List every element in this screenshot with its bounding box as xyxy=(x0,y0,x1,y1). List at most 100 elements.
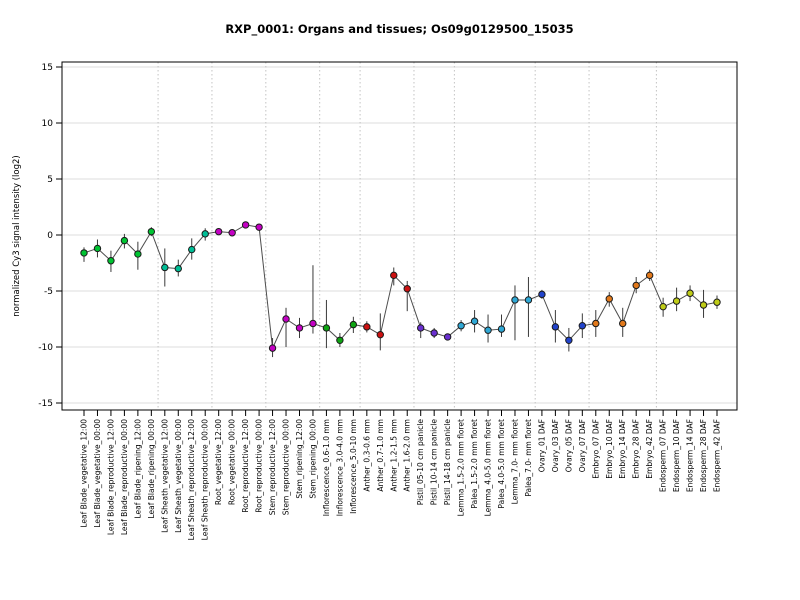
x-category-label: Embryo_28 DAF xyxy=(632,419,641,479)
y-tick-label: 0 xyxy=(47,231,53,241)
data-point xyxy=(605,295,613,303)
data-point xyxy=(80,249,88,257)
data-point xyxy=(93,244,102,253)
data-point xyxy=(470,317,479,325)
data-point xyxy=(228,229,236,237)
data-point xyxy=(538,290,546,299)
data-point xyxy=(632,281,640,290)
data-point xyxy=(309,319,317,328)
x-category-label: Endosperm_28 DAF xyxy=(699,419,708,492)
x-category-label: Leaf Blade_vegetative_12:00 xyxy=(80,419,89,528)
x-category-label: Lemma_1.5-2.0 mm floret xyxy=(457,419,466,516)
x-category-label: Anther_1.6-2.0 mm xyxy=(403,419,412,492)
data-point xyxy=(214,227,223,236)
x-category-label: Anther_0.3-0.6 mm xyxy=(362,419,371,492)
data-point xyxy=(322,324,331,332)
x-category-label: Endosperm_42 DAF xyxy=(713,419,722,492)
plot-frame xyxy=(61,61,738,411)
x-category-label: Embryo_10 DAF xyxy=(605,419,614,479)
data-point xyxy=(201,230,209,238)
data-point xyxy=(457,322,465,330)
data-point xyxy=(578,322,587,330)
data-point xyxy=(484,326,492,334)
data-point xyxy=(295,324,304,332)
x-category-label: Embryo_07 DAF xyxy=(591,419,600,479)
data-point xyxy=(659,302,667,311)
data-point xyxy=(430,329,438,337)
x-category-label: Inflorescence_0.6-1.0 mm xyxy=(322,419,331,516)
data-point xyxy=(699,301,708,309)
data-point xyxy=(390,271,398,280)
x-category-label: Ovary_07 DAF xyxy=(578,419,587,472)
x-category-label: Leaf Blade_vegetative_00:00 xyxy=(93,419,102,528)
data-point xyxy=(241,221,250,229)
x-category-label: Leaf Blade_reproductive_00:00 xyxy=(120,419,129,535)
x-category-label: Root_reproductive_00:00 xyxy=(255,419,264,513)
x-category-label: Root_vegetative_12:00 xyxy=(214,419,223,505)
x-category-label: Lemma_4.0-5.0 mm floret xyxy=(484,419,493,516)
data-point xyxy=(551,323,560,331)
y-tick-label: -10 xyxy=(38,343,53,353)
data-point xyxy=(592,319,600,328)
data-point xyxy=(524,296,533,304)
y-tick-label: 5 xyxy=(47,175,53,185)
y-axis-label: normalized Cy3 signal intensity (log2) xyxy=(12,155,22,317)
x-category-label: Pistil_05-10 cm panicle xyxy=(416,419,425,506)
data-point xyxy=(107,257,115,265)
data-point xyxy=(713,298,721,306)
data-point xyxy=(403,285,411,293)
x-category-label: Endosperm_07 DAF xyxy=(659,419,668,492)
data-point xyxy=(336,336,344,344)
x-category-label: Root_reproductive_12:00 xyxy=(241,419,250,513)
x-category-label: Pistil_14-18 cm panicle xyxy=(443,419,452,506)
x-category-label: Inflorescence_3.0-4.0 mm xyxy=(335,419,344,516)
y-tick-label: 10 xyxy=(42,119,54,129)
x-category-label: Leaf Blade_ripening_12:00 xyxy=(133,419,142,519)
x-category-label: Endosperm_14 DAF xyxy=(686,419,695,492)
data-point xyxy=(686,289,694,297)
x-category-label: Pistil_10-14 cm panicle xyxy=(430,419,439,506)
data-point xyxy=(282,315,290,323)
y-tick-label: -5 xyxy=(44,287,53,297)
x-category-label: Anther_0.7-1.0 mm xyxy=(376,419,385,492)
data-point xyxy=(511,296,519,304)
x-category-label: Leaf Sheath_vegetative_12:00 xyxy=(160,419,169,533)
data-point xyxy=(363,323,371,331)
x-category-label: Leaf Sheath_reproductive_00:00 xyxy=(201,419,210,541)
data-point xyxy=(134,250,142,258)
x-category-label: Embryo_14 DAF xyxy=(618,419,627,479)
y-tick-label: 15 xyxy=(42,63,53,73)
x-category-label: Inflorescence_5.0-10 mm xyxy=(349,419,358,514)
x-category-label: Root_vegetative_00:00 xyxy=(228,419,237,505)
data-point xyxy=(120,236,129,245)
x-category-label: Stem_reproductive_12:00 xyxy=(268,419,277,515)
x-category-label: Embryo_42 DAF xyxy=(645,419,654,479)
data-point xyxy=(376,330,384,339)
x-category-label: Palea_7.0- mm floret xyxy=(524,419,533,497)
x-category-label: Anther_1.2-1.5 mm xyxy=(389,419,398,492)
data-point xyxy=(443,333,452,341)
y-tick-label: -15 xyxy=(38,399,53,409)
data-point xyxy=(147,227,156,236)
data-point xyxy=(255,223,263,231)
x-category-label: Palea_1.5-2.0 mm floret xyxy=(470,419,479,509)
data-point xyxy=(672,297,681,305)
data-point xyxy=(417,324,425,332)
data-point xyxy=(349,320,358,329)
data-point xyxy=(645,271,654,280)
x-category-label: Stem_ripening_12:00 xyxy=(295,419,304,499)
series-line xyxy=(83,224,718,350)
chart-title: RXP_0001: Organs and tissues; Os09g01295… xyxy=(225,22,574,36)
data-point xyxy=(188,245,196,254)
x-category-label: Stem_reproductive_00:00 xyxy=(282,419,291,515)
x-category-label: Stem_ripening_00:00 xyxy=(308,419,317,499)
x-category-label: Endosperm_10 DAF xyxy=(672,419,681,492)
data-point xyxy=(161,263,169,272)
data-point xyxy=(565,336,573,344)
data-point xyxy=(497,325,506,333)
data-point xyxy=(174,264,182,273)
x-category-label: Palea_4.0-5.0 mm floret xyxy=(497,419,506,509)
x-category-label: Leaf Blade_ripening_00:00 xyxy=(147,419,156,519)
